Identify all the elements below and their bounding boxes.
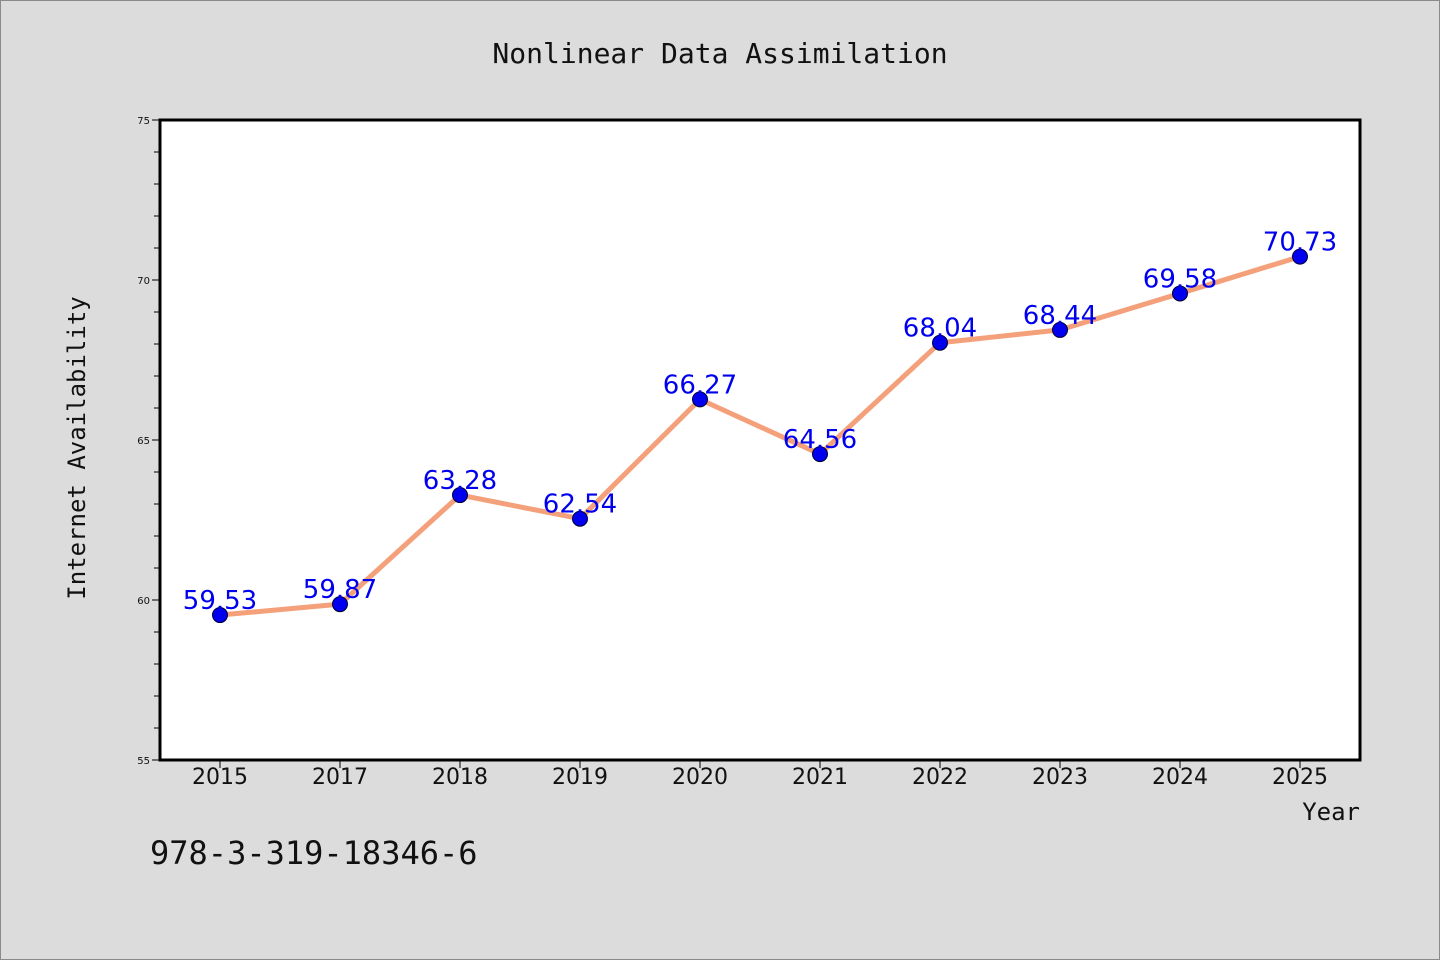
x-tick-label: 2015 [192,765,248,790]
data-label: 64.56 [783,425,857,455]
x-tick-label: 2025 [1272,765,1328,790]
data-point [932,334,948,351]
x-axis-label: Year [1302,798,1360,826]
data-label: 68.44 [1023,301,1097,331]
y-tick-label: 70 [137,276,150,287]
chart-title: Nonlinear Data Assimilation [492,37,947,70]
x-tick-label: 2021 [792,765,848,790]
data-point [332,596,348,613]
series-line [217,254,1303,618]
y-tick-label: 65 [137,436,150,447]
footnote-isbn: 978-3-319-18346-6 [150,834,478,872]
plot-area [160,120,1360,760]
data-label: 69.58 [1143,264,1217,294]
y-tick-label: 55 [137,756,150,767]
x-tick-label: 2017 [312,765,368,790]
series-group: 59.53 59.87 63.28 62.54 66.27 64.56 68.04 68.44… [183,228,1337,624]
plot-border [158,118,1362,762]
data-point [812,446,828,463]
y-tick-label: 75 [137,116,150,127]
data-label: 68.04 [903,314,977,344]
data-point [1052,321,1068,338]
data-label: 62.54 [543,490,617,520]
x-tick-label: 2022 [912,765,968,790]
data-point [572,510,588,527]
x-tick-label: 2023 [1032,765,1088,790]
x-tick-label: 2020 [672,765,728,790]
data-point [452,487,468,504]
data-label: 70.73 [1263,228,1337,258]
data-label: 59.53 [183,586,257,616]
data-point [692,391,708,408]
data-point [1172,285,1188,302]
data-label: 59.87 [303,575,377,605]
y-axis-label: Internet Availability [63,296,91,599]
data-point [1292,248,1308,265]
x-tick-label: 2019 [552,765,608,790]
data-point [212,607,228,624]
y-axis: 55 60 65 70 75 [137,116,160,767]
y-tick-label: 60 [137,596,150,607]
x-tick-label: 2018 [432,765,488,790]
x-tick-label: 2024 [1152,765,1208,790]
x-axis: 2015 2017 2018 2019 2020 2021 2022 2023 2024 2025 [192,760,1328,790]
data-label: 63.28 [423,466,497,496]
data-label: 66.27 [663,370,737,400]
